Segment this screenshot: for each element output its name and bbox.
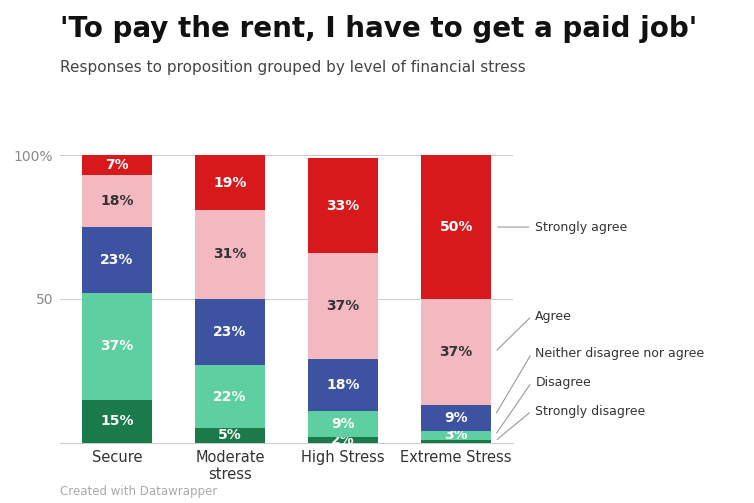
Bar [81,227,152,293]
Text: 37%: 37% [100,340,133,353]
Bar [81,155,152,176]
Bar [421,155,491,299]
Text: 18%: 18% [326,378,360,392]
Text: 23%: 23% [100,253,133,267]
Text: 19%: 19% [213,176,247,190]
Bar [195,155,265,210]
Text: 5%: 5% [218,429,242,443]
Bar [195,365,265,428]
Text: 'To pay the rent, I have to get a paid job': 'To pay the rent, I have to get a paid j… [60,15,697,43]
Text: 50%: 50% [440,220,473,234]
Text: Agree: Agree [535,310,572,322]
Text: Responses to proposition grouped by level of financial stress: Responses to proposition grouped by leve… [60,60,526,75]
Text: 33%: 33% [326,199,360,212]
Text: 23%: 23% [213,325,247,339]
Bar [195,428,265,443]
Bar [308,253,378,359]
Text: Neither disagree nor agree: Neither disagree nor agree [535,347,704,360]
Text: 31%: 31% [213,247,247,262]
Text: 37%: 37% [326,299,360,313]
Bar [421,405,491,431]
Bar [195,210,265,299]
Bar [81,293,152,399]
Bar [81,399,152,443]
Text: Strongly disagree: Strongly disagree [535,404,645,417]
Text: 7%: 7% [105,158,129,172]
Bar [421,299,491,405]
Text: 9%: 9% [331,417,355,431]
Text: Disagree: Disagree [535,376,591,389]
Bar [308,158,378,253]
Text: 18%: 18% [100,194,133,208]
Text: 22%: 22% [213,390,247,403]
Text: 2%: 2% [331,433,355,447]
Bar [421,440,491,443]
Text: 15%: 15% [100,414,133,428]
Bar [81,176,152,227]
Bar [308,411,378,437]
Bar [308,437,378,443]
Bar [421,431,491,440]
Text: 9%: 9% [444,411,468,425]
Bar [308,359,378,411]
Bar [195,299,265,365]
Text: 37%: 37% [440,345,473,359]
Text: Strongly agree: Strongly agree [535,221,627,233]
Text: 3%: 3% [444,429,468,443]
Text: Created with Datawrapper: Created with Datawrapper [60,485,218,498]
